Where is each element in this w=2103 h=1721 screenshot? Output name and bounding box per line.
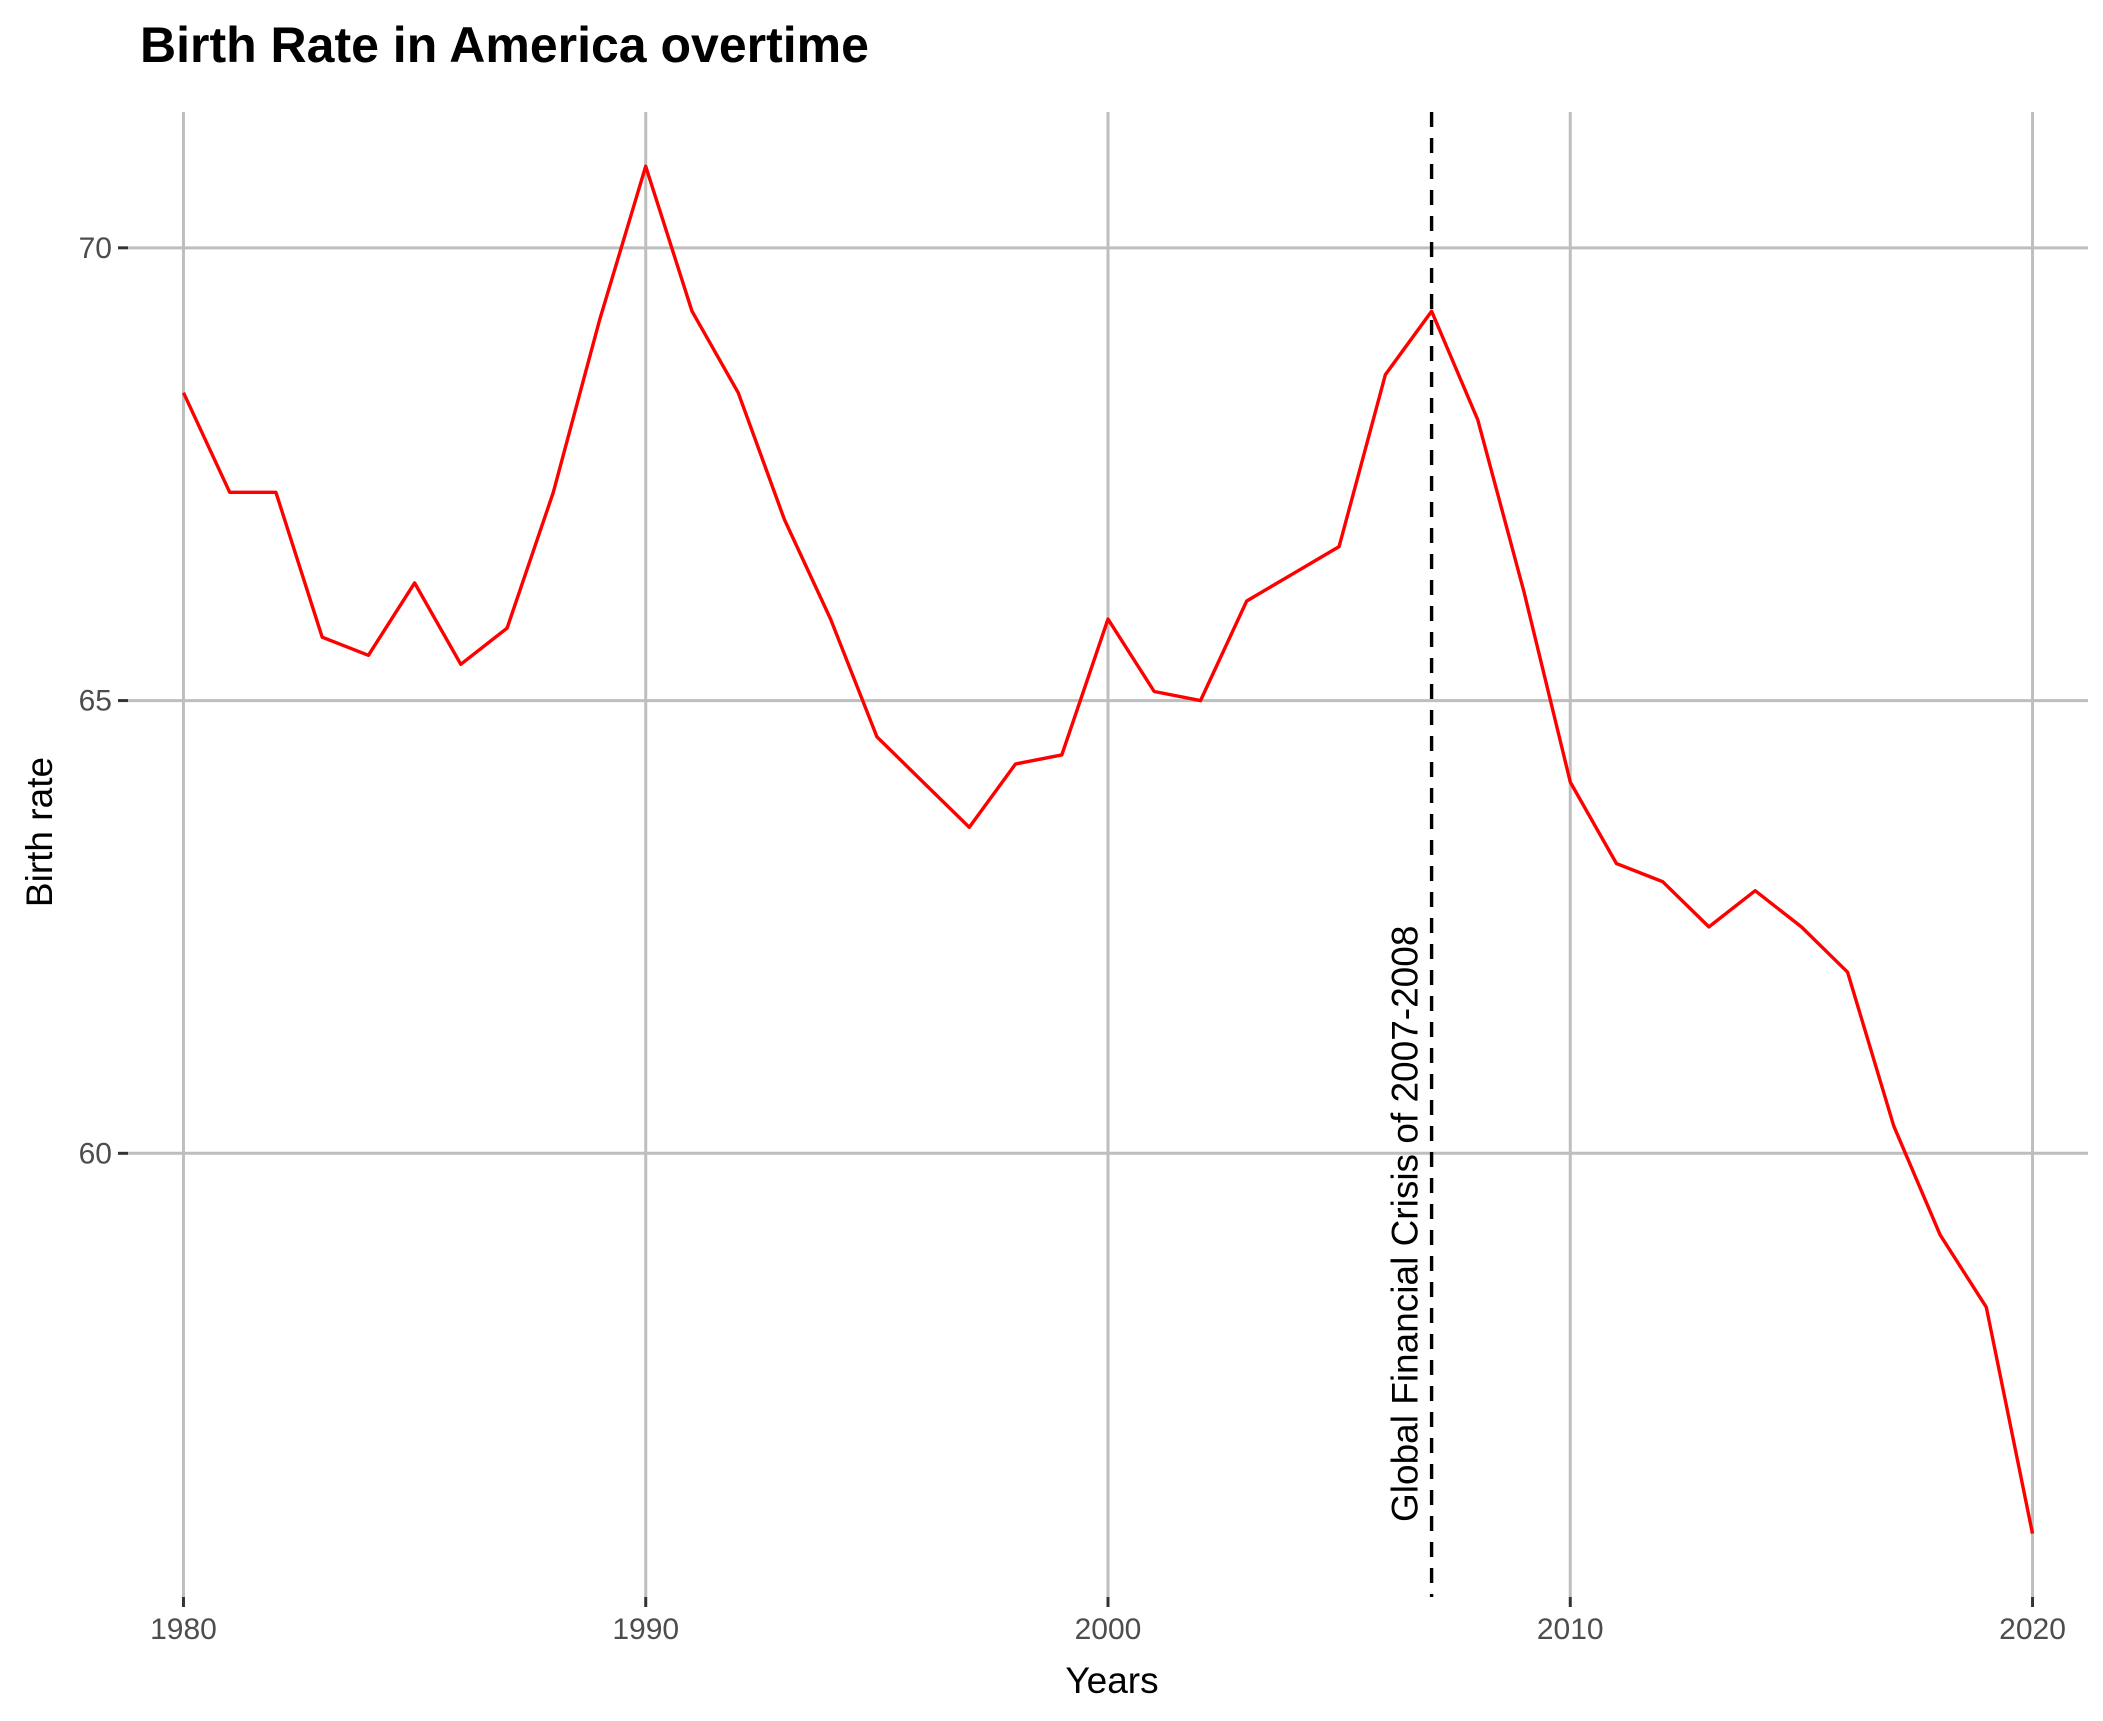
y-tick-label-70: 70 xyxy=(79,232,112,265)
y-tick-label-65: 65 xyxy=(79,685,112,718)
x-tick-label-1990: 1990 xyxy=(612,1613,679,1646)
x-tick-label-1980: 1980 xyxy=(150,1613,217,1646)
y-axis-title: Birth rate xyxy=(19,757,60,907)
x-tick-label-2000: 2000 xyxy=(1075,1613,1142,1646)
axis-ticks: 1980 1990 2000 2010 2020 60 65 70 xyxy=(79,232,2066,1646)
x-tick-label-2010: 2010 xyxy=(1537,1613,1604,1646)
annotation-label: Global Financial Crisis of 2007-2008 xyxy=(1385,926,1426,1522)
gridlines xyxy=(128,112,2088,1597)
x-axis-title: Years xyxy=(1065,1660,1158,1701)
y-tick-label-60: 60 xyxy=(79,1137,112,1170)
annotation-layer: Global Financial Crisis of 2007-2008 xyxy=(1385,112,1434,1597)
series-line-0 xyxy=(181,164,2035,1534)
chart-title: Birth Rate in America overtime xyxy=(140,17,869,73)
series-layer xyxy=(181,164,2035,1534)
x-tick-label-2020: 2020 xyxy=(1999,1613,2066,1646)
